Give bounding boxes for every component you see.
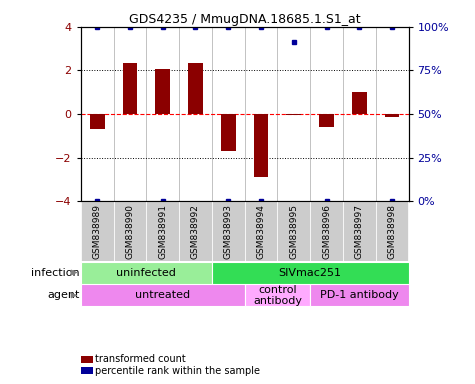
Bar [90,114,104,129]
Bar [188,63,203,114]
Bar [212,201,245,261]
Text: percentile rank within the sample: percentile rank within the sample [95,366,260,376]
Bar [81,201,114,261]
Text: untreated: untreated [135,290,190,300]
Text: GSM838998: GSM838998 [388,204,397,259]
Text: GSM838989: GSM838989 [93,204,102,259]
Text: GSM838990: GSM838990 [125,204,134,259]
Bar [212,262,408,283]
Bar [245,201,277,261]
Text: control
antibody: control antibody [253,285,302,306]
Bar [343,201,376,261]
Bar [221,114,236,151]
Text: SIVmac251: SIVmac251 [279,268,342,278]
Bar [310,285,408,306]
Text: GSM838997: GSM838997 [355,204,364,259]
Text: GSM838994: GSM838994 [256,204,266,259]
Bar [376,201,408,261]
Bar [146,201,179,261]
Text: agent: agent [48,290,80,300]
Text: GSM838996: GSM838996 [322,204,331,259]
Bar [81,285,245,306]
Bar [352,92,367,114]
Bar [254,114,268,177]
Text: transformed count: transformed count [95,354,186,364]
Bar [245,285,310,306]
Text: PD-1 antibody: PD-1 antibody [320,290,399,300]
Text: infection: infection [31,268,80,278]
Text: GSM838993: GSM838993 [224,204,233,259]
Text: uninfected: uninfected [116,268,176,278]
Text: GSM838992: GSM838992 [191,204,200,259]
Bar [155,70,170,114]
Bar [123,63,137,114]
Text: GSM838991: GSM838991 [158,204,167,259]
Bar [179,201,212,261]
Bar [319,114,334,127]
Bar [277,201,310,261]
Bar [385,114,399,117]
Title: GDS4235 / MmugDNA.18685.1.S1_at: GDS4235 / MmugDNA.18685.1.S1_at [129,13,361,26]
Text: GSM838995: GSM838995 [289,204,298,259]
Bar [114,201,146,261]
Bar [286,114,301,115]
Bar [81,262,212,283]
Bar [310,201,343,261]
